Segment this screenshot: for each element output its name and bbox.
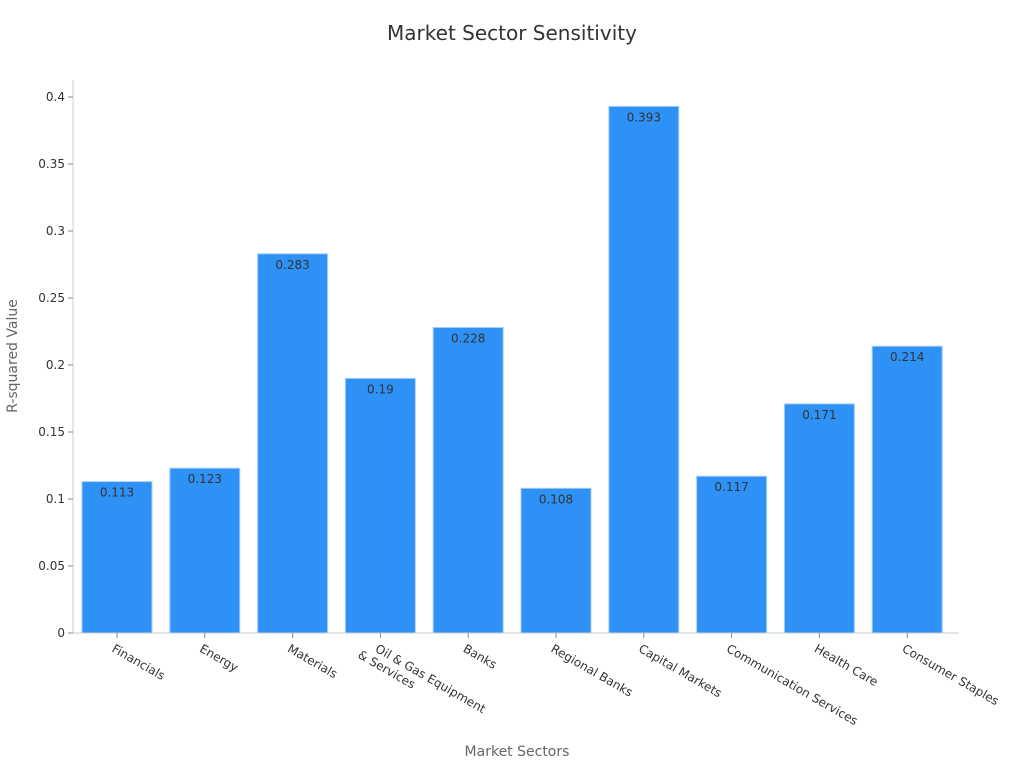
x-tick-label: Consumer Staples	[900, 641, 1002, 708]
y-tick-label: 0.15	[38, 425, 65, 439]
x-tick-label: Materials	[285, 641, 340, 681]
svg-text:Materials: Materials	[285, 641, 340, 681]
bar	[169, 467, 241, 634]
x-axis-label: Market Sectors	[465, 744, 570, 760]
bar	[257, 253, 329, 634]
y-axis-label: R-squared Value	[5, 299, 21, 413]
x-tick-label: Health Care	[812, 641, 881, 689]
svg-text:Health Care: Health Care	[812, 641, 881, 689]
x-tick-label: Regional Banks	[549, 641, 636, 699]
svg-text:Consumer Staples: Consumer Staples	[900, 641, 1002, 708]
bar-value-label: 0.393	[627, 110, 661, 124]
bar-value-label: 0.123	[188, 472, 222, 486]
bar	[81, 481, 153, 634]
svg-text:Capital Markets: Capital Markets	[636, 641, 724, 700]
y-tick-label: 0.05	[38, 559, 65, 573]
bar	[520, 487, 592, 634]
bar-value-label: 0.214	[890, 350, 924, 364]
y-axis: 0 0.05 0.1 0.15 0.2 0.25 0.3 0.35 0.4	[38, 80, 74, 640]
x-tick-label: Financials	[110, 641, 168, 683]
y-tick-label: 0.4	[46, 90, 65, 104]
y-tick-label: 0.1	[46, 492, 65, 506]
y-tick-label: 0.25	[38, 291, 65, 305]
bar	[783, 403, 855, 634]
svg-text:Financials: Financials	[110, 641, 168, 683]
x-axis: Financials Energy Materials Oil & Gas Equip…	[73, 632, 1002, 728]
y-tick-label: 0.2	[46, 358, 65, 372]
bar-value-label: 0.171	[802, 408, 836, 422]
y-tick-label: 0	[57, 626, 65, 640]
bar	[608, 105, 680, 634]
bar-value-label: 0.117	[714, 480, 748, 494]
chart-title: Market Sector Sensitivity	[387, 21, 637, 45]
x-tick-label: Banks	[461, 641, 500, 671]
bar-value-label: 0.108	[539, 492, 573, 506]
y-tick-label: 0.3	[46, 224, 65, 238]
bar-value-label: 0.283	[275, 258, 309, 272]
svg-text:Banks: Banks	[461, 641, 500, 671]
bar	[696, 475, 768, 634]
bar-value-label: 0.19	[367, 382, 394, 396]
bar	[344, 377, 416, 634]
bars: 0.113 0.123 0.283 0.19 0.228 0.108 0.393 0.117 0…	[81, 105, 943, 634]
bar-value-label: 0.228	[451, 331, 485, 345]
y-tick-label: 0.35	[38, 157, 65, 171]
svg-text:Regional Banks: Regional Banks	[549, 641, 636, 699]
bar	[871, 345, 943, 634]
x-tick-label: Energy	[197, 641, 240, 674]
x-tick-label: Capital Markets	[636, 641, 724, 700]
bar	[432, 326, 504, 634]
bar-value-label: 0.113	[100, 486, 134, 500]
svg-text:Energy: Energy	[197, 641, 240, 674]
